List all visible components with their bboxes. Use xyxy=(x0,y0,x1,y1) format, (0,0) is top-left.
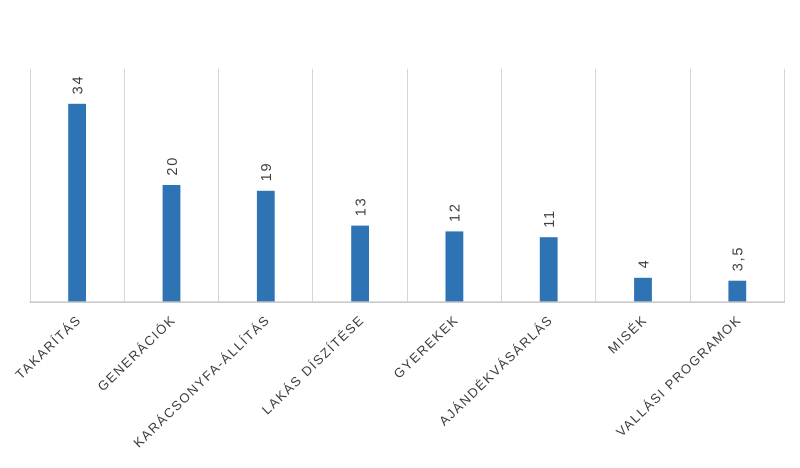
svg-text:13: 13 xyxy=(353,196,369,216)
svg-text:4: 4 xyxy=(636,259,652,269)
svg-text:20: 20 xyxy=(165,156,181,176)
svg-text:3,5: 3,5 xyxy=(731,246,747,272)
svg-text:12: 12 xyxy=(448,202,464,222)
svg-text:34: 34 xyxy=(70,75,86,95)
svg-text:19: 19 xyxy=(259,162,275,182)
svg-text:11: 11 xyxy=(542,209,558,228)
